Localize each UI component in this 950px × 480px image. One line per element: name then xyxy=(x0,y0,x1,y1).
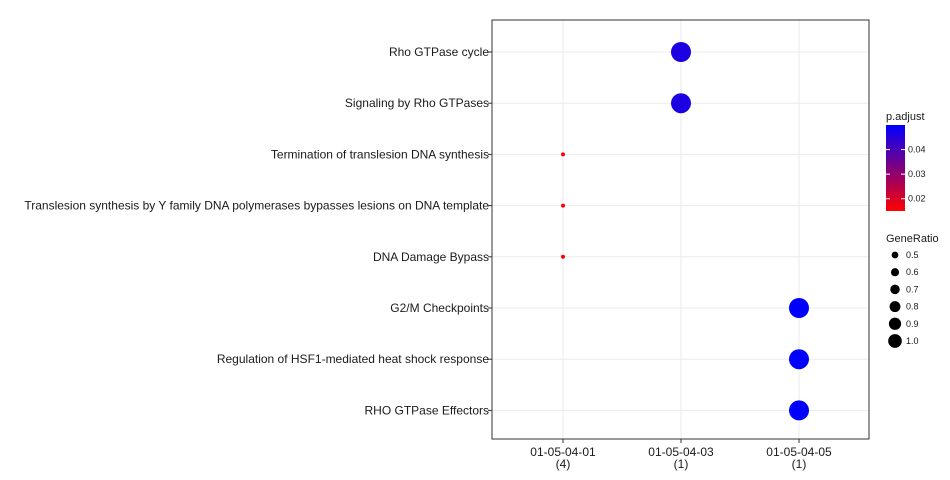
y-tick-label: Translesion synthesis by Y family DNA po… xyxy=(24,199,489,213)
size-legend-key xyxy=(890,284,900,295)
size-legend-label: 0.8 xyxy=(906,302,919,312)
y-axis: Rho GTPase cycle Signaling by Rho GTPases… xyxy=(24,45,492,417)
x-tick-label: 01-05-04-05 xyxy=(766,445,832,459)
color-legend-tick-label: 0.04 xyxy=(908,145,926,155)
size-legend-key xyxy=(889,301,901,313)
data-point xyxy=(789,400,809,421)
color-legend-title: p.adjust xyxy=(886,111,925,123)
x-axis: 01-05-04-01(4)01-05-04-03(1)01-05-04-05(… xyxy=(530,439,832,471)
size-legend-label: 0.6 xyxy=(906,267,919,277)
color-legend-tick-label: 0.03 xyxy=(908,169,926,179)
y-tick-label: DNA Damage Bypass xyxy=(373,250,489,264)
y-tick-label: RHO GTPase Effectors xyxy=(365,403,489,417)
y-tick-label: Signaling by Rho GTPases xyxy=(345,96,489,110)
data-point xyxy=(671,42,691,62)
data-point xyxy=(789,298,809,318)
y-tick-label: Regulation of HSF1-mediated heat shock r… xyxy=(217,352,489,366)
size-legend-key xyxy=(888,317,902,330)
y-tick-label: Termination of translesion DNA synthesis xyxy=(271,147,489,161)
color-legend-tick-label: 0.02 xyxy=(908,194,926,204)
size-legend-key xyxy=(890,268,900,277)
color-legend: p.adjust 0.04 0.03 0.02 xyxy=(886,111,926,211)
size-legend-label: 0.9 xyxy=(906,319,919,329)
size-legend-label: 1.0 xyxy=(906,336,919,346)
size-legend: GeneRatio 0.5 0.6 0.7 0.8 0.9 1.0 xyxy=(886,233,939,348)
data-point xyxy=(789,349,809,370)
x-tick-label: 01-05-04-03 xyxy=(648,445,714,459)
x-tick-label: 01-05-04-01 xyxy=(530,445,596,459)
size-legend-label: 0.7 xyxy=(906,284,919,294)
y-tick-label: Rho GTPase cycle xyxy=(389,45,489,59)
color-legend-bar xyxy=(886,125,905,211)
size-legend-title: GeneRatio xyxy=(886,233,939,245)
color-legend-ticks: 0.04 0.03 0.02 xyxy=(886,145,926,204)
size-legend-key xyxy=(888,334,902,348)
x-tick-count: (1) xyxy=(792,457,807,471)
data-point xyxy=(671,93,691,114)
size-legend-key xyxy=(891,251,899,259)
data-point xyxy=(561,254,565,259)
x-tick-count: (1) xyxy=(674,457,689,471)
data-point xyxy=(561,152,565,157)
size-legend-items: 0.5 0.6 0.7 0.8 0.9 1.0 xyxy=(888,250,919,348)
data-point xyxy=(561,203,565,208)
y-tick-label: G2/M Checkpoints xyxy=(390,301,489,315)
x-tick-count: (4) xyxy=(556,457,571,471)
data-points xyxy=(561,42,809,421)
size-legend-label: 0.5 xyxy=(906,250,919,260)
